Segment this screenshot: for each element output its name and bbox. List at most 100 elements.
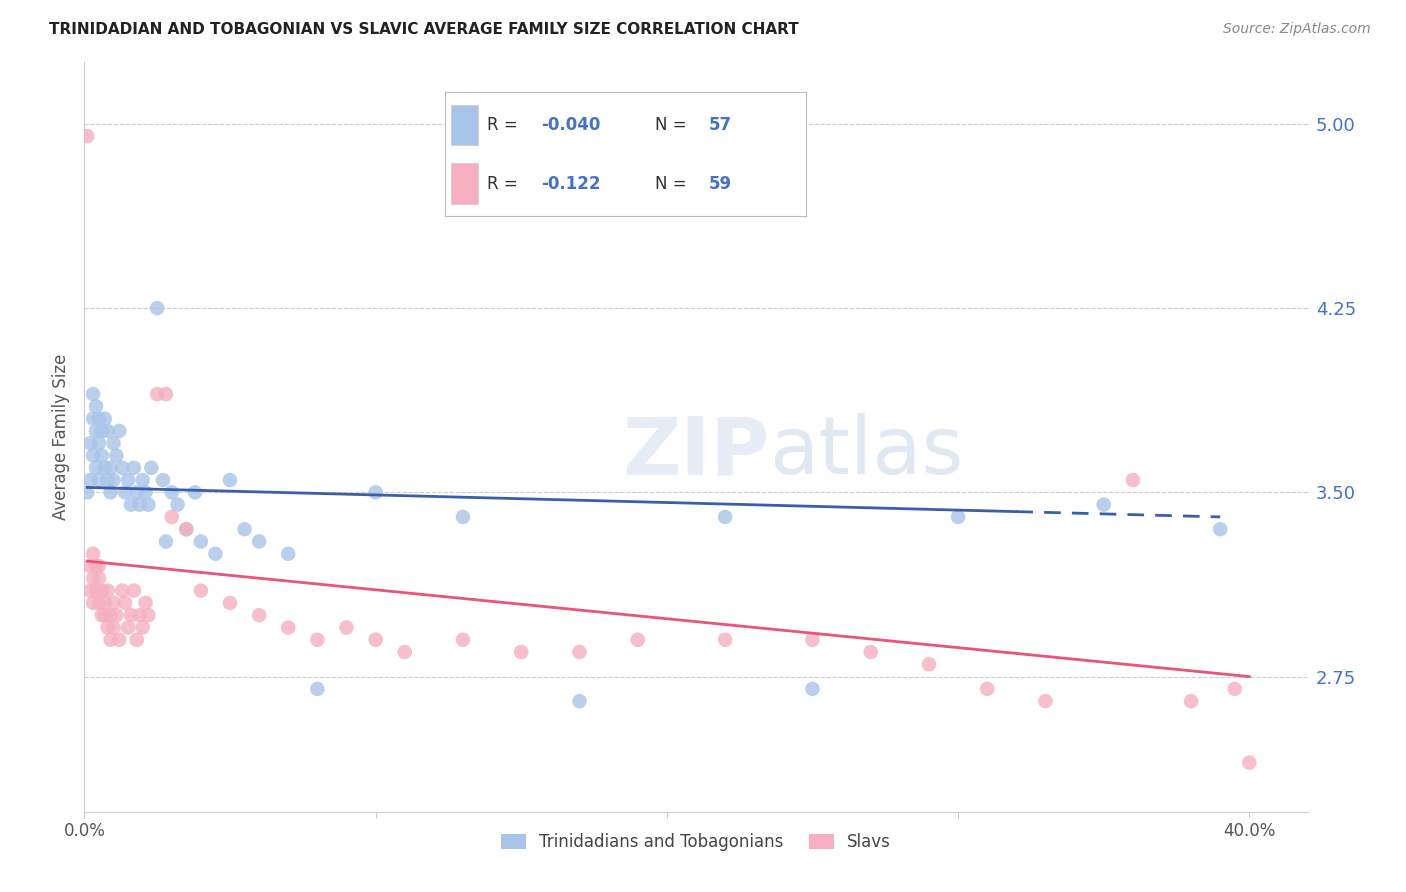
Point [90, 583, 112, 598]
Point [364, 632, 387, 647]
Point [90, 449, 112, 463]
Point [100, 460, 122, 475]
Point [87, 596, 110, 610]
Point [1122, 473, 1144, 487]
Point [82, 387, 104, 401]
Point [87, 436, 110, 450]
Point [105, 449, 128, 463]
Point [131, 620, 153, 634]
Point [128, 608, 150, 623]
Point [97, 583, 120, 598]
Point [364, 485, 387, 500]
Point [451, 510, 474, 524]
Point [335, 620, 357, 634]
Point [114, 485, 136, 500]
Point [82, 547, 104, 561]
Point [1209, 522, 1232, 536]
Point [79, 473, 101, 487]
Point [108, 424, 131, 438]
Point [1239, 756, 1261, 770]
Point [87, 571, 110, 585]
Point [801, 632, 824, 647]
Point [79, 436, 101, 450]
Point [155, 534, 177, 549]
Point [117, 473, 139, 487]
Point [87, 473, 110, 487]
Point [946, 510, 969, 524]
Point [247, 608, 270, 623]
Point [111, 583, 134, 598]
Point [859, 645, 882, 659]
Point [90, 424, 112, 438]
Point [277, 547, 299, 561]
Point [155, 387, 177, 401]
Point [79, 559, 101, 574]
Point [93, 411, 115, 425]
Y-axis label: Average Family Size: Average Family Size [52, 354, 70, 520]
Legend: Trinidadians and Tobagonians, Slavs: Trinidadians and Tobagonians, Slavs [492, 825, 900, 860]
Point [120, 608, 142, 623]
Point [122, 583, 145, 598]
Point [166, 498, 188, 512]
Point [627, 632, 650, 647]
Point [90, 608, 112, 623]
Point [105, 608, 128, 623]
Point [97, 473, 120, 487]
Point [84, 460, 107, 475]
Point [1092, 498, 1115, 512]
Point [122, 460, 145, 475]
Point [79, 583, 101, 598]
Point [100, 632, 122, 647]
Point [976, 681, 998, 696]
Point [219, 473, 242, 487]
Point [451, 632, 474, 647]
Point [103, 620, 125, 634]
Point [97, 424, 120, 438]
Point [568, 645, 591, 659]
Point [1223, 681, 1246, 696]
Point [135, 596, 157, 610]
Point [219, 596, 242, 610]
Point [190, 583, 212, 598]
Point [307, 681, 329, 696]
Point [568, 694, 591, 708]
Point [307, 632, 329, 647]
Point [1035, 694, 1057, 708]
Point [1180, 694, 1202, 708]
Point [100, 608, 122, 623]
Text: ZIP: ZIP [621, 413, 769, 491]
Point [120, 498, 142, 512]
Point [93, 608, 115, 623]
Point [76, 485, 98, 500]
Point [918, 657, 941, 672]
Point [128, 498, 150, 512]
Point [714, 632, 737, 647]
Point [103, 473, 125, 487]
Point [87, 411, 110, 425]
Point [125, 632, 148, 647]
Point [114, 596, 136, 610]
Point [76, 129, 98, 144]
Point [160, 485, 183, 500]
Point [146, 387, 169, 401]
Point [233, 522, 256, 536]
Point [394, 645, 416, 659]
Point [97, 620, 120, 634]
Point [160, 510, 183, 524]
Point [247, 534, 270, 549]
Point [714, 510, 737, 524]
Point [84, 400, 107, 414]
Point [277, 620, 299, 634]
Point [103, 596, 125, 610]
Point [138, 498, 160, 512]
Point [84, 583, 107, 598]
Point [111, 460, 134, 475]
Point [135, 485, 157, 500]
Point [93, 596, 115, 610]
Point [174, 522, 197, 536]
Point [141, 460, 163, 475]
Point [87, 559, 110, 574]
Point [100, 485, 122, 500]
Text: Source: ZipAtlas.com: Source: ZipAtlas.com [1223, 22, 1371, 37]
Text: atlas: atlas [769, 413, 963, 491]
